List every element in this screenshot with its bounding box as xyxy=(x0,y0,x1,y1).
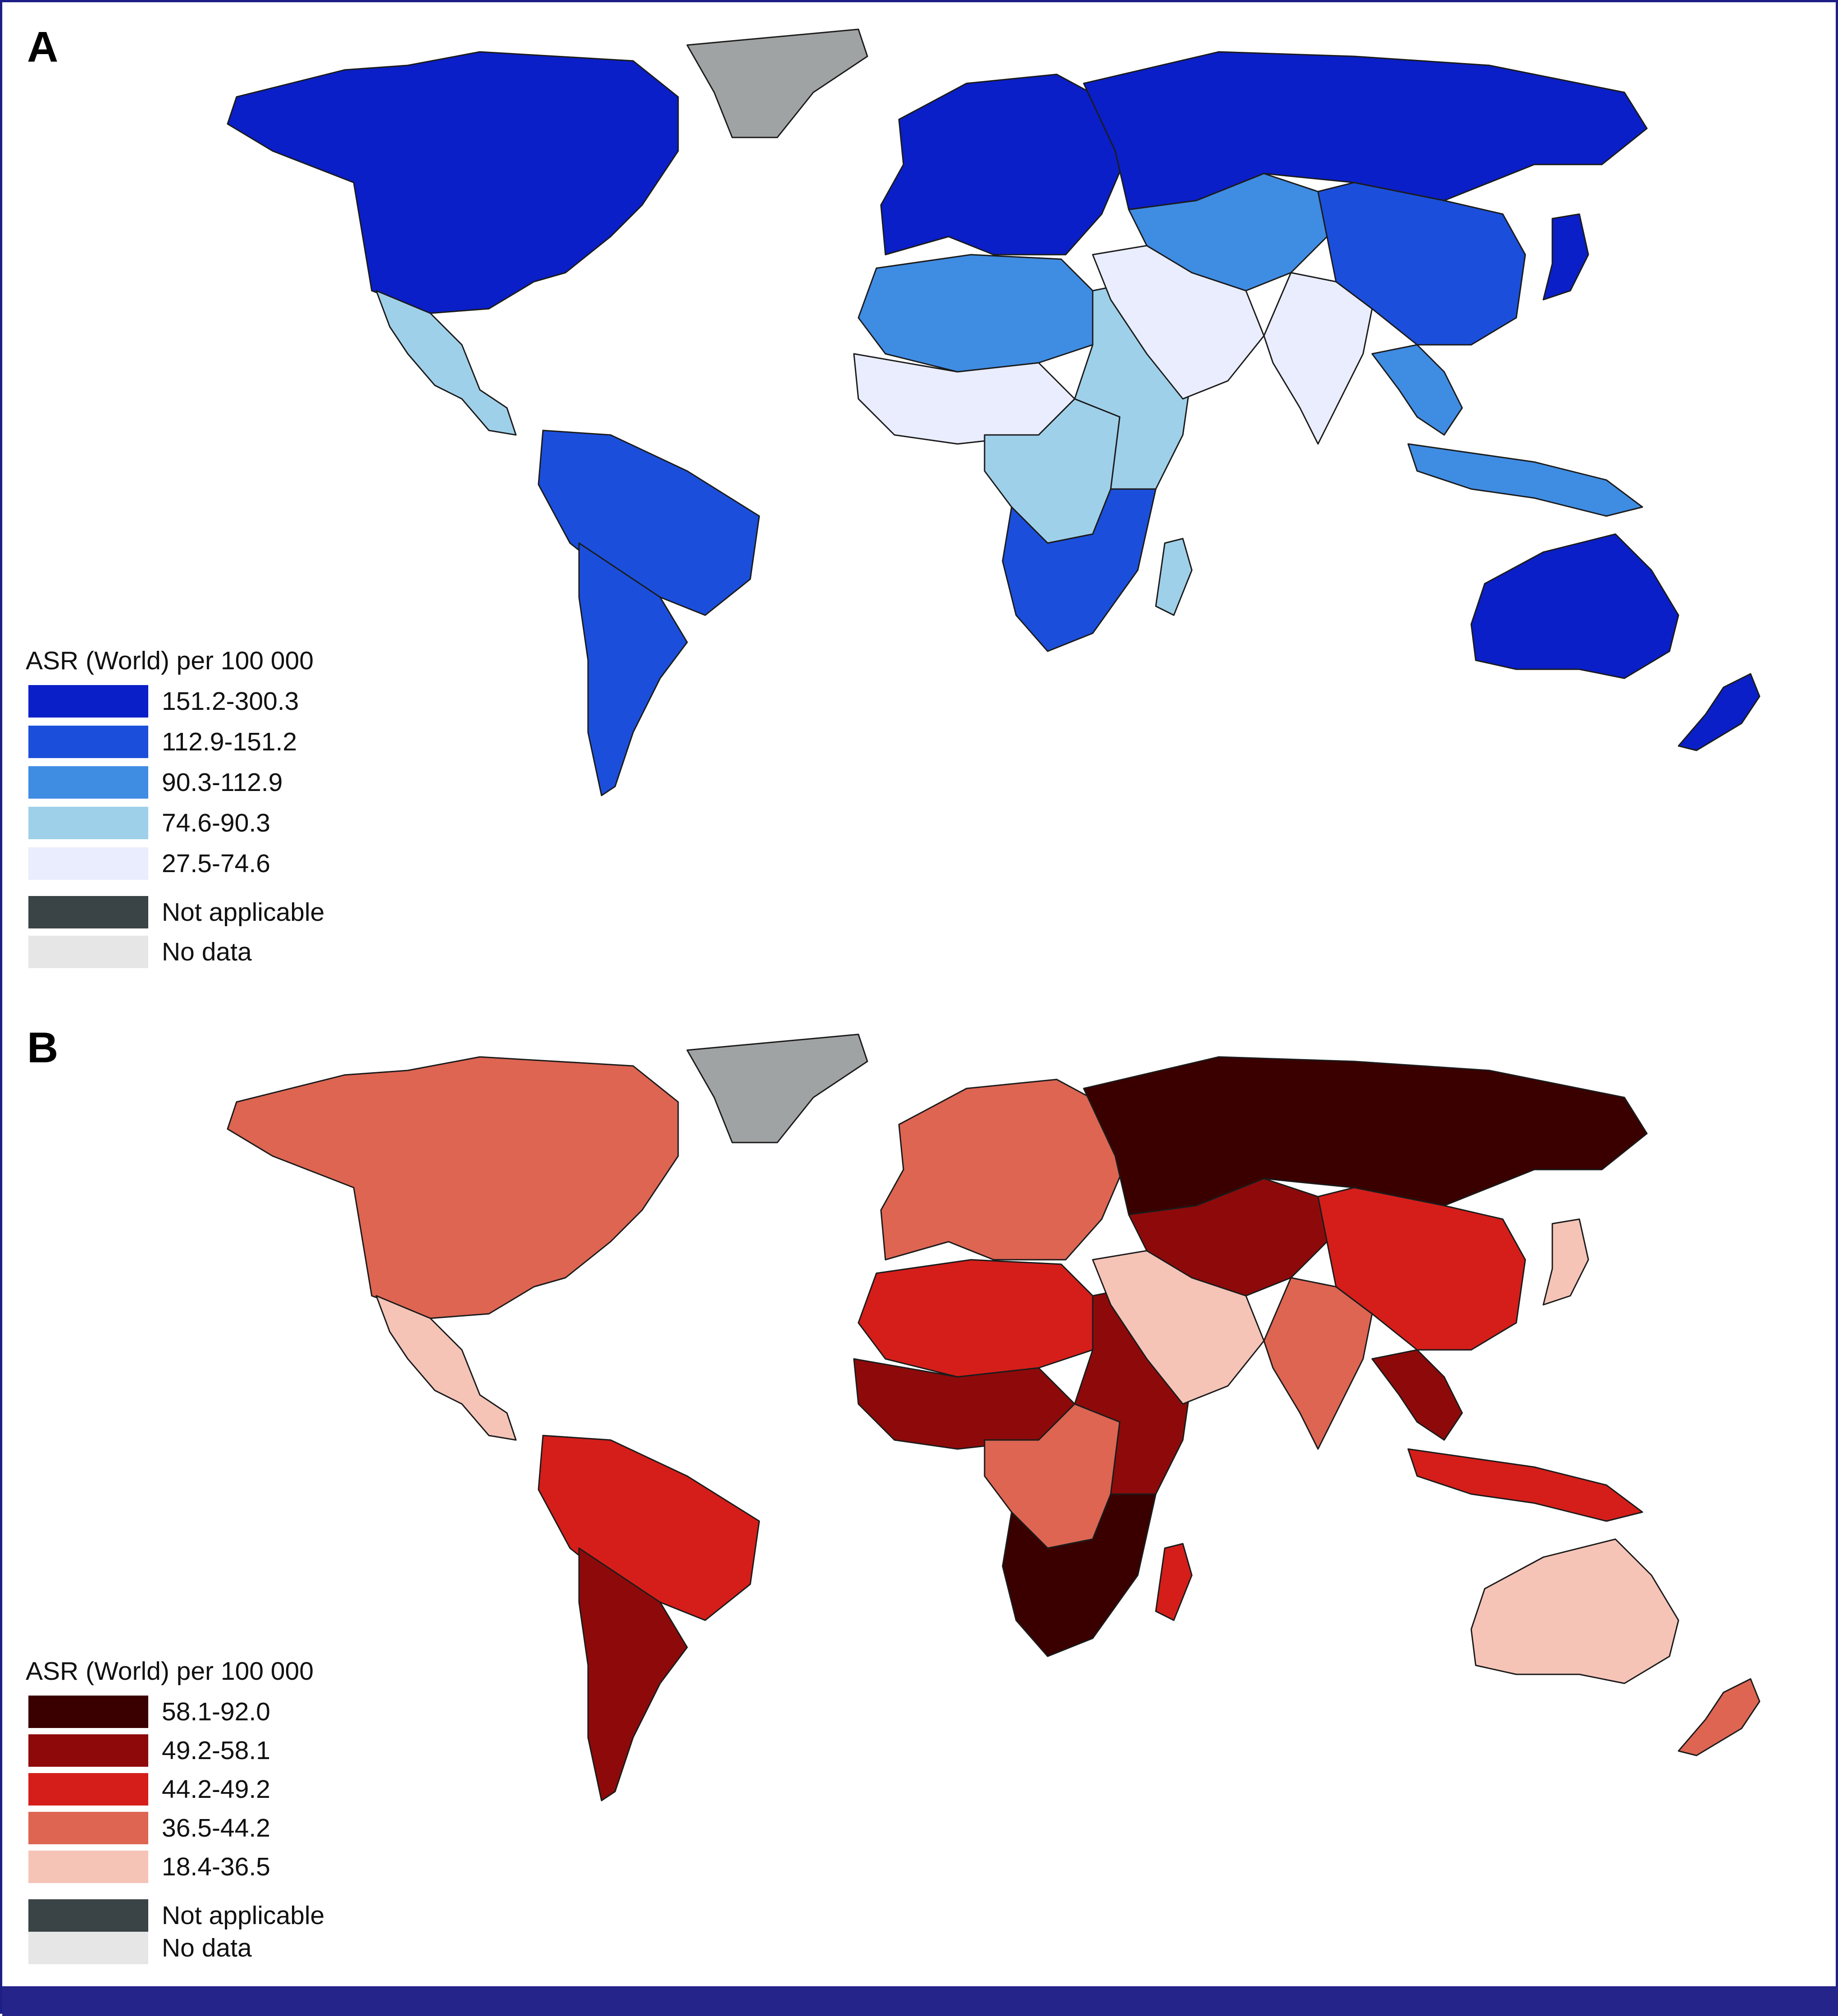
region-central-asia-a xyxy=(1128,173,1328,292)
legend-b-item-3: 44.2-49.2 xyxy=(28,1773,270,1806)
region-greenland-a xyxy=(686,28,868,138)
region-southern-africa-b xyxy=(1002,1493,1157,1657)
region-greenland-b xyxy=(686,1033,868,1143)
region-europe-b xyxy=(880,1079,1130,1261)
legend-b-swatch-1 xyxy=(28,1696,148,1728)
legend-a-title: ASR (World) per 100 000 xyxy=(26,646,314,675)
region-europe-a xyxy=(880,73,1130,256)
region-madagascar-a xyxy=(1155,538,1193,616)
region-indonesia-a xyxy=(1407,443,1643,517)
region-south-asia-b xyxy=(1263,1277,1373,1450)
region-north-america-b xyxy=(227,1056,679,1319)
legend-a-item-1: 151.2-300.3 xyxy=(28,685,299,718)
legend-b-label-4: 36.5-44.2 xyxy=(162,1814,270,1842)
legend-b-swatch-no-data xyxy=(28,1932,148,1964)
panel-b-label: B xyxy=(27,1024,59,1072)
legend-a-swatch-4 xyxy=(28,807,148,839)
region-indonesia-b xyxy=(1407,1448,1643,1522)
legend-a-swatch-3 xyxy=(28,766,148,799)
legend-a-swatch-not-applicable xyxy=(28,896,148,928)
region-australia-a xyxy=(1470,533,1679,679)
legend-a-item-2: 112.9-151.2 xyxy=(28,725,297,759)
region-china-a xyxy=(1317,182,1526,346)
legend-a-swatch-5 xyxy=(28,847,148,880)
legend-b-label-3: 44.2-49.2 xyxy=(162,1775,270,1804)
legend-a-not-applicable: Not applicable xyxy=(28,896,324,929)
legend-b-swatch-4 xyxy=(28,1812,148,1844)
region-southern-cone-b xyxy=(578,1547,688,1801)
region-madagascar-b xyxy=(1155,1543,1193,1621)
region-japan-a xyxy=(1542,213,1589,301)
region-north-america-a xyxy=(227,51,679,314)
legend-a-label-4: 74.6-90.3 xyxy=(162,809,270,837)
legend-a-label-1: 151.2-300.3 xyxy=(162,687,299,716)
legend-b-item-5: 18.4-36.5 xyxy=(28,1850,270,1883)
bottom-border-bar xyxy=(2,1986,1838,2016)
legend-a-item-5: 27.5-74.6 xyxy=(28,847,270,880)
region-west-north-africa-a xyxy=(857,254,1094,373)
legend-b-item-1: 58.1-92.0 xyxy=(28,1695,270,1728)
region-mexico-central-a xyxy=(375,290,517,436)
region-japan-b xyxy=(1542,1218,1589,1306)
region-southern-cone-a xyxy=(578,542,688,796)
legend-b-title: ASR (World) per 100 000 xyxy=(26,1657,314,1686)
region-south-america-b xyxy=(538,1435,760,1621)
region-china-b xyxy=(1317,1187,1526,1351)
region-south-america-a xyxy=(538,430,760,616)
legend-a-swatch-1 xyxy=(28,685,148,718)
legend-a-swatch-2 xyxy=(28,726,148,758)
legend-a-item-4: 74.6-90.3 xyxy=(28,806,270,840)
panel-a-label: A xyxy=(27,23,59,71)
region-southern-africa-a xyxy=(1002,488,1157,652)
region-southeast-asia-a xyxy=(1371,344,1463,436)
region-west-north-africa-b xyxy=(857,1259,1094,1378)
region-southeast-asia-b xyxy=(1371,1349,1463,1441)
legend-a-swatch-no-data xyxy=(28,936,148,968)
legend-a-label-no-data: No data xyxy=(162,937,252,966)
world-map-b xyxy=(227,1033,1760,1801)
legend-b-no-data: No data xyxy=(28,1931,252,1965)
legend-b-label-no-data: No data xyxy=(162,1934,252,1962)
legend-b-item-2: 49.2-58.1 xyxy=(28,1734,270,1767)
legend-a-no-data: No data xyxy=(28,935,252,969)
region-central-asia-b xyxy=(1128,1178,1328,1297)
region-mexico-central-b xyxy=(375,1295,517,1441)
legend-b-label-not-applicable: Not applicable xyxy=(162,1901,325,1930)
legend-b-label-1: 58.1-92.0 xyxy=(162,1697,270,1726)
region-south-asia-a xyxy=(1263,272,1373,445)
legend-a-label-5: 27.5-74.6 xyxy=(162,849,270,878)
region-new-zealand-b xyxy=(1678,1678,1760,1756)
region-new-zealand-a xyxy=(1678,673,1760,751)
legend-b-swatch-3 xyxy=(28,1773,148,1806)
legend-b-label-2: 49.2-58.1 xyxy=(162,1736,270,1765)
legend-b-label-5: 18.4-36.5 xyxy=(162,1852,270,1881)
legend-b-item-4: 36.5-44.2 xyxy=(28,1811,270,1845)
legend-b-swatch-2 xyxy=(28,1734,148,1767)
legend-b-not-applicable: Not applicable xyxy=(28,1899,324,1932)
legend-a-label-2: 112.9-151.2 xyxy=(162,727,297,756)
region-australia-b xyxy=(1470,1538,1679,1684)
legend-a-item-3: 90.3-112.9 xyxy=(28,766,283,799)
legend-a-label-not-applicable: Not applicable xyxy=(162,898,325,927)
legend-b-swatch-not-applicable xyxy=(28,1899,148,1932)
legend-b-swatch-5 xyxy=(28,1851,148,1883)
legend-a-label-3: 90.3-112.9 xyxy=(162,768,283,797)
world-map-a xyxy=(227,28,1760,796)
